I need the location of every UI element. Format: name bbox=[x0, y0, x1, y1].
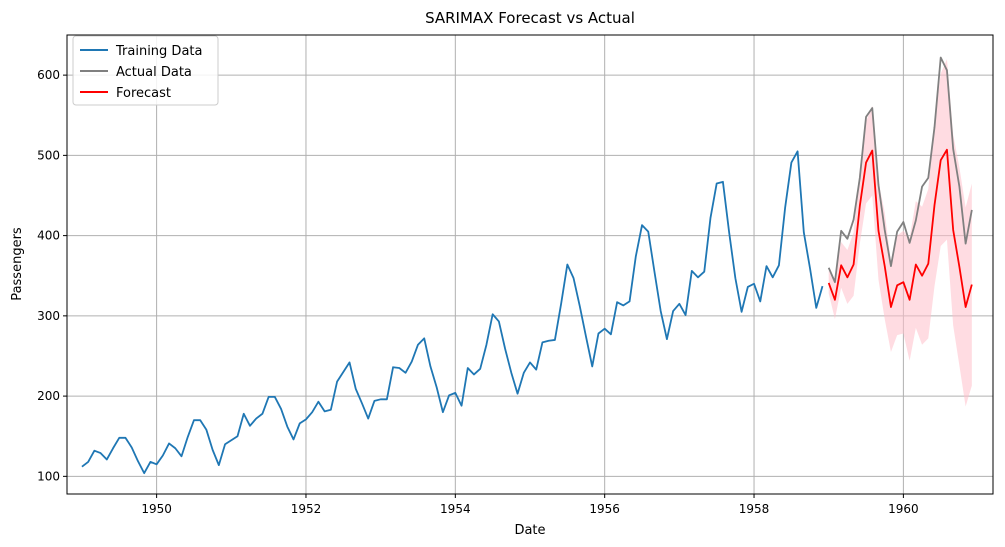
y-axis-ticks: 100 200 300 400 500 600 bbox=[37, 68, 67, 483]
legend: Training Data Actual Data Forecast bbox=[72, 35, 219, 106]
x-tick-label: 1960 bbox=[888, 502, 919, 516]
confidence-interval bbox=[828, 59, 972, 407]
y-tick-label: 400 bbox=[37, 229, 60, 243]
plot-area-border bbox=[66, 34, 994, 495]
training-data-line bbox=[81, 150, 824, 475]
forecast-confidence-band bbox=[828, 59, 972, 407]
chart-title: SARIMAX Forecast vs Actual bbox=[425, 9, 635, 27]
x-tick-label: 1954 bbox=[440, 502, 471, 516]
x-tick-label: 1952 bbox=[291, 502, 322, 516]
actual-data-line bbox=[827, 56, 973, 284]
legend-label-training: Training Data bbox=[115, 44, 202, 59]
x-axis-ticks: 1950 1952 1954 1956 1958 1960 bbox=[141, 494, 919, 516]
x-tick-label: 1950 bbox=[141, 502, 172, 516]
y-tick-label: 100 bbox=[37, 469, 60, 483]
y-tick-label: 200 bbox=[37, 389, 60, 403]
legend-box bbox=[72, 35, 219, 106]
y-tick-label: 500 bbox=[37, 148, 60, 162]
x-tick-label: 1958 bbox=[739, 502, 770, 516]
y-tick-label: 300 bbox=[37, 309, 60, 323]
legend-label-forecast: Forecast bbox=[116, 86, 171, 101]
forecast-line bbox=[827, 148, 973, 308]
series-lines bbox=[81, 56, 973, 475]
grid-lines bbox=[67, 35, 993, 494]
legend-label-actual: Actual Data bbox=[116, 65, 192, 80]
x-tick-label: 1956 bbox=[589, 502, 620, 516]
y-axis-label: Passengers bbox=[10, 227, 25, 301]
x-axis-label: Date bbox=[514, 523, 545, 538]
y-tick-label: 600 bbox=[37, 68, 60, 82]
